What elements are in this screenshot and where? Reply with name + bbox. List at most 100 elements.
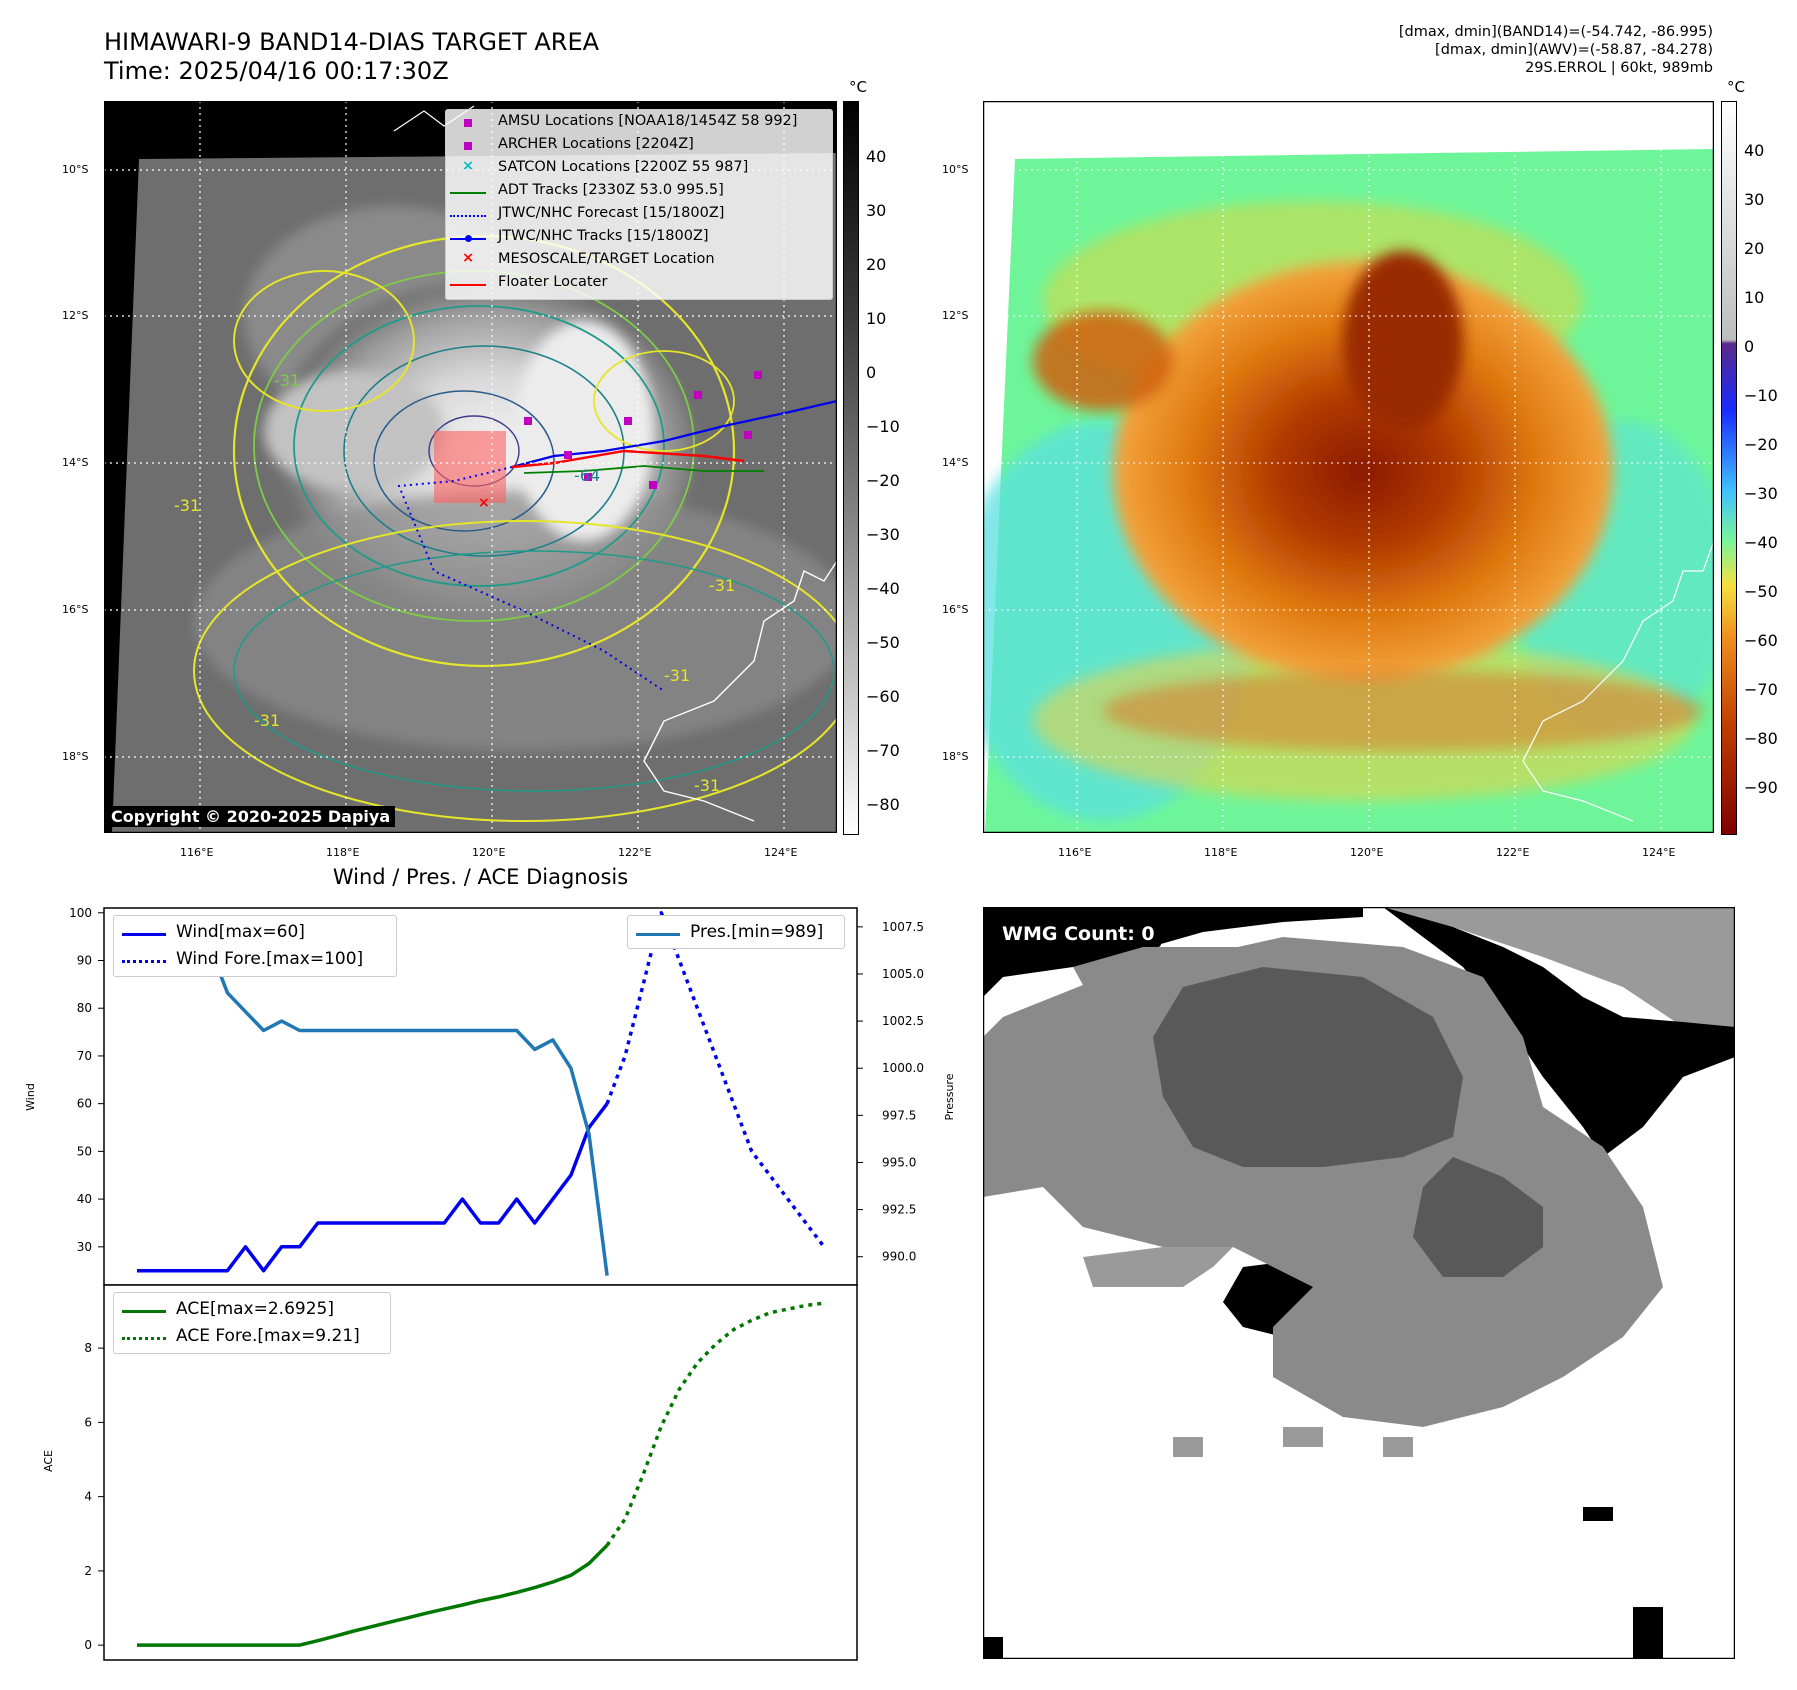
pressure-axis-label: Pressure [943, 1073, 956, 1120]
map-gridlines [983, 101, 1714, 833]
awv-colorbar-tick: −60 [1744, 631, 1778, 650]
y2-tick-label: 997.5 [882, 1108, 916, 1122]
series-line-wind-fore-max-100 [605, 911, 826, 1248]
lon-label: 124°E [1642, 846, 1676, 859]
y-tick-label: 80 [77, 1001, 92, 1015]
awv-colorbar-tick: 40 [1744, 141, 1765, 160]
lat-label: 12°S [942, 309, 969, 322]
legend-marker-x: × [462, 158, 475, 174]
jtwc-track [511, 399, 838, 469]
contour-label: -31 [274, 371, 300, 390]
adt-track [523, 465, 764, 474]
series-line-wind-max-60 [137, 1102, 609, 1273]
awv-map-panel [953, 100, 1733, 834]
stats-band14: [dmax, dmin](BAND14)=(-54.742, -86.995) [1398, 24, 1713, 40]
copyright-label: Copyright © 2020-2025 Dapiya [106, 806, 396, 827]
pressure-legend: Pres.[min=989] [627, 915, 845, 949]
awv-map-image [953, 100, 1733, 834]
y2-tick-label: 1002.5 [882, 1014, 924, 1028]
wmg-count-label: WMG Count: 0 [996, 921, 1161, 947]
lon-label: 120°E [1350, 846, 1384, 859]
lon-label: 116°E [180, 846, 214, 859]
legend-marker-line [122, 933, 166, 936]
y-tick-label: 90 [77, 953, 92, 967]
awv-colorbar-tick: 30 [1744, 190, 1765, 209]
lon-label: 124°E [764, 846, 798, 859]
awv-colorbar-tick: 10 [1744, 288, 1765, 307]
awv-colorbar-tick: −20 [1744, 435, 1778, 454]
ir-colorbar-tick: −40 [866, 579, 900, 598]
y-tick-label: 50 [77, 1144, 92, 1158]
y2-tick-label: 1000.0 [882, 1061, 924, 1075]
ir-colorbar-tick: 20 [866, 255, 887, 274]
ace-axis-label: ACE [42, 1450, 55, 1472]
legend-marker-line [122, 1310, 166, 1313]
ir-colorbar-tick: −70 [866, 741, 900, 760]
figure-title: HIMAWARI-9 BAND14-DIAS TARGET AREA Time:… [104, 28, 599, 86]
y-tick-label: 40 [77, 1192, 92, 1206]
awv-colorbar-tick: 20 [1744, 239, 1765, 258]
legend-marker-square [464, 119, 472, 127]
wind-pressure-plot: 30 40 50 60 70 80 90 100 990.0 992.5 995.0 997.5 100… [69, 906, 924, 1286]
awv-colorbar-unit: °C [1727, 78, 1745, 96]
contour-label: -64 [574, 466, 600, 485]
wmg-panel: WMG Count: 0 [982, 906, 1736, 1660]
lat-label: 12°S [62, 309, 89, 322]
ir-colorbar-tick: −50 [866, 633, 900, 652]
lon-label: 122°E [1496, 846, 1530, 859]
awv-colorbar-tick: −70 [1744, 680, 1778, 699]
lat-label: 14°S [62, 456, 89, 469]
ace-legend: ACE[max=2.6925] ACE Fore.[max=9.21] [113, 1292, 391, 1354]
lat-label: 10°S [62, 163, 89, 176]
target-box [434, 431, 506, 503]
wmg-image [982, 906, 1736, 1660]
ir-colorbar-tick: −10 [866, 417, 900, 436]
wind-legend: Wind[max=60] Wind Fore.[max=100] [113, 915, 397, 977]
series-line-ace-max-2-6925 [137, 1544, 609, 1647]
lat-label: 16°S [62, 603, 89, 616]
legend-marker-square [464, 142, 472, 150]
ir-colorbar-tick: −30 [866, 525, 900, 544]
legend-marker-dotted [122, 960, 166, 963]
diagnosis-title: Wind / Pres. / ACE Diagnosis [332, 865, 629, 889]
ir-colorbar-tick: −60 [866, 687, 900, 706]
y2-tick-label: 1005.0 [882, 967, 924, 981]
ir-colorbar-unit: °C [849, 78, 867, 96]
lon-label: 122°E [618, 846, 652, 859]
contour-label: -31 [174, 496, 200, 515]
legend-marker-line [450, 192, 486, 194]
legend-marker-dot [465, 235, 472, 242]
awv-colorbar-tick: −50 [1744, 582, 1778, 601]
awv-colorbar-tick: −30 [1744, 484, 1778, 503]
floater-track [511, 449, 745, 469]
legend-marker-x: × [462, 250, 475, 266]
contour-label: -31 [694, 776, 720, 795]
ir-colorbar-tick: 30 [866, 201, 887, 220]
contour-label: -31 [254, 711, 280, 730]
ir-legend: AMSU Locations [NOAA18/1454Z 58 992] ARC… [445, 109, 833, 300]
ir-colorbar-tick: 0 [866, 363, 877, 382]
y2-tick-label: 990.0 [882, 1250, 916, 1264]
legend-marker-line [450, 284, 486, 286]
ir-colorbar-tick: 10 [866, 309, 887, 328]
legend-marker-line [636, 933, 680, 936]
legend-marker-dotted [122, 1337, 166, 1340]
lat-label: 10°S [942, 163, 969, 176]
awv-colorbar-tick: −40 [1744, 533, 1778, 552]
y-tick-label: 0 [84, 1638, 92, 1652]
y2-tick-label: 992.5 [882, 1203, 916, 1217]
lon-label: 118°E [1204, 846, 1238, 859]
awv-colorbar-tick: −80 [1744, 729, 1778, 748]
lat-label: 18°S [62, 750, 89, 763]
title-line-2: Time: 2025/04/16 00:17:30Z [104, 57, 449, 85]
awv-colorbar-tick: −90 [1744, 778, 1778, 797]
y-tick-label: 100 [69, 906, 92, 920]
wind-axis-label: Wind [24, 1083, 37, 1111]
stats-awv: [dmax, dmin](AWV)=(-58.87, -84.278) [1435, 42, 1713, 58]
legend-marker-dotted [450, 215, 486, 217]
ir-colorbar-tick: −20 [866, 471, 900, 490]
y-tick-label: 8 [84, 1341, 92, 1355]
y-tick-label: 2 [84, 1564, 92, 1578]
ir-colorbar-tick: 40 [866, 147, 887, 166]
ir-colorbar [843, 101, 859, 835]
